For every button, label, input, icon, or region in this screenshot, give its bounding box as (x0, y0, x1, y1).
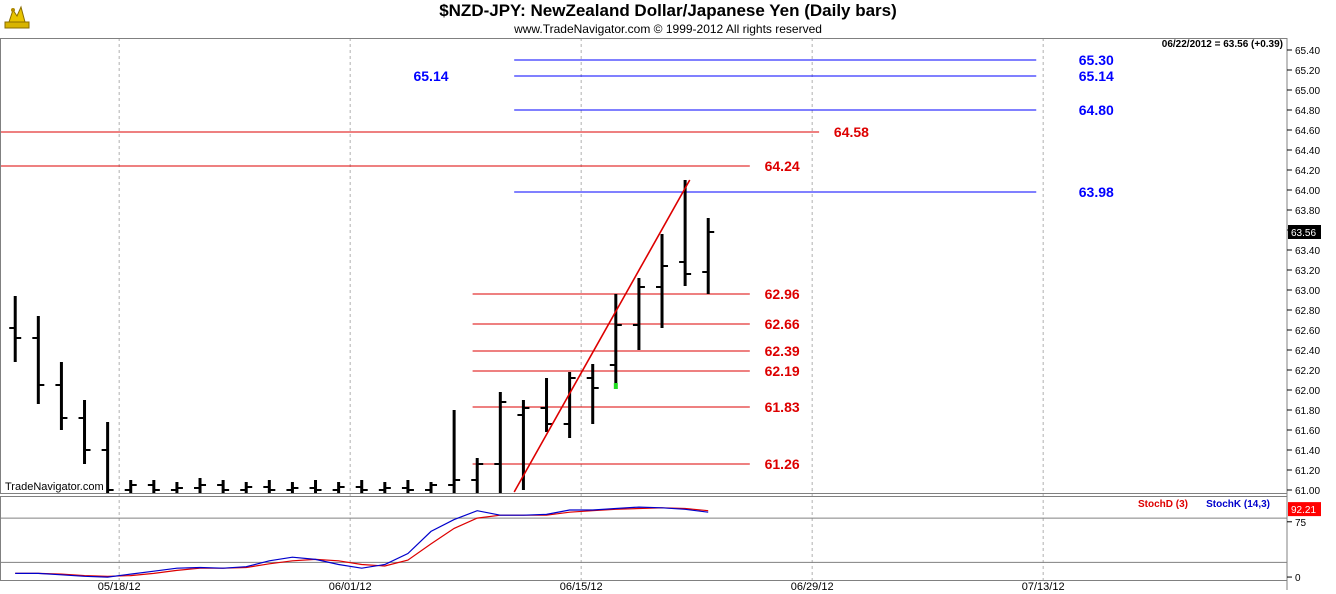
level-label: 62.39 (765, 343, 800, 359)
ohlc-bar (170, 482, 183, 493)
ohlc-bar (78, 400, 91, 464)
y-tick-label: 64.40 (1295, 146, 1320, 157)
y-tick-label: 62.20 (1295, 366, 1320, 377)
stoch-tick-label: 0 (1295, 573, 1301, 584)
level-left-label: 65.14 (413, 68, 448, 84)
y-tick-label: 61.20 (1295, 466, 1320, 477)
ohlc-bar (309, 480, 322, 493)
overlay (513, 179, 691, 493)
ohlc-bar (540, 378, 553, 432)
level-label: 63.98 (1079, 184, 1114, 200)
ohlc-bar (401, 480, 414, 493)
level-label: 61.26 (765, 456, 800, 472)
y-tick-label: 65.40 (1295, 46, 1320, 57)
ohlc-bar (286, 482, 299, 493)
ohlc-bar (471, 458, 484, 493)
ohlc-bar (586, 364, 599, 424)
y-tick-label: 64.20 (1295, 166, 1320, 177)
ohlc-bar (55, 362, 68, 430)
copyright-text: www.TradeNavigator.com © 1999-2012 All r… (514, 22, 822, 36)
price-bars (9, 180, 715, 493)
y-tick-label: 63.80 (1295, 206, 1320, 217)
ohlc-bar (425, 482, 438, 493)
y-tick-label: 64.60 (1295, 126, 1320, 137)
grid-lines (118, 38, 1044, 580)
stoch-last-label: 92.21 (1291, 505, 1316, 516)
level-label: 64.80 (1079, 102, 1114, 118)
ohlc-bar (194, 478, 207, 493)
x-tick-label: 05/18/12 (98, 581, 141, 593)
stoch-tick-label: 75 (1295, 518, 1307, 529)
level-label: 64.24 (765, 158, 800, 174)
ohlc-bar (32, 316, 45, 404)
level-label: 61.83 (765, 399, 800, 415)
ohlc-bar (563, 372, 576, 438)
ohlc-bar (632, 278, 645, 350)
ohlc-bar (494, 392, 507, 493)
signal-marker (613, 383, 618, 389)
ohlc-bar (240, 482, 253, 493)
y-tick-label: 64.00 (1295, 186, 1320, 197)
y-tick-label: 63.00 (1295, 286, 1320, 297)
x-tick-label: 07/13/12 (1022, 581, 1065, 593)
bull-bear-logo-icon (4, 5, 30, 29)
ohlc-bar (217, 480, 230, 493)
level-label: 62.96 (765, 286, 800, 302)
y-tick-label: 65.00 (1295, 86, 1320, 97)
y-tick-label: 61.40 (1295, 446, 1320, 457)
ohlc-bar (101, 422, 114, 493)
stoch-legend-d: StochD (3) (1138, 499, 1188, 510)
stoch-legend-k: StochK (14,3) (1206, 499, 1270, 510)
y-tick-label: 61.60 (1295, 426, 1320, 437)
stochastic-panel: 75 0 92.21 StochD (3) StochK (14,3) (1, 499, 1321, 584)
ohlc-bar (656, 234, 669, 328)
ohlc-bar (609, 294, 622, 386)
y-tick-label: 63.40 (1295, 246, 1320, 257)
y-tick-label: 62.80 (1295, 306, 1320, 317)
ohlc-bar (263, 480, 276, 493)
x-tick-label: 06/29/12 (791, 581, 834, 593)
level-label: 62.19 (765, 363, 800, 379)
y-tick-label: 64.80 (1295, 106, 1320, 117)
ohlc-bar (702, 218, 715, 294)
ohlc-bar (448, 410, 461, 493)
price-info: 06/22/2012 = 63.56 (+0.39) (1162, 39, 1283, 50)
ohlc-bar (378, 482, 391, 493)
trend-line (513, 179, 691, 493)
axes: 05/18/12 06/01/12 06/15/12 06/29/12 07/13/12… (0, 38, 1321, 593)
stoch-k-line (15, 506, 709, 578)
x-tick-label: 06/15/12 (560, 581, 603, 593)
ohlc-bar (147, 480, 160, 493)
y-tick-label: 61.00 (1295, 486, 1320, 497)
ohlc-bar (332, 482, 345, 493)
last-price-box (1288, 225, 1321, 239)
ohlc-bar (355, 480, 368, 493)
ohlc-bar (124, 480, 137, 493)
y-tick-label: 63.20 (1295, 266, 1320, 277)
chart-title: $NZD-JPY: NewZealand Dollar/Japanese Yen… (439, 1, 897, 20)
ohlc-bar (9, 296, 22, 362)
fibonacci-levels: 65.3065.1465.1464.8063.9864.5864.2462.96… (1, 52, 1114, 472)
y-tick-label: 62.00 (1295, 386, 1320, 397)
watermark: TradeNavigator.com (5, 481, 104, 493)
level-label: 65.30 (1079, 52, 1114, 68)
level-label: 62.66 (765, 316, 800, 332)
last-price-label: 63.56 (1291, 228, 1316, 239)
level-label: 65.14 (1079, 68, 1114, 84)
y-tick-label: 62.40 (1295, 346, 1320, 357)
stoch-last-box (1288, 502, 1321, 517)
x-tick-label: 06/01/12 (329, 581, 372, 593)
y-tick-label: 65.20 (1295, 66, 1320, 77)
stoch-d-line (15, 507, 709, 577)
y-tick-label: 62.60 (1295, 326, 1320, 337)
ohlc-bar (679, 180, 692, 286)
y-tick-label: 61.80 (1295, 406, 1320, 417)
level-label: 64.58 (834, 124, 869, 140)
